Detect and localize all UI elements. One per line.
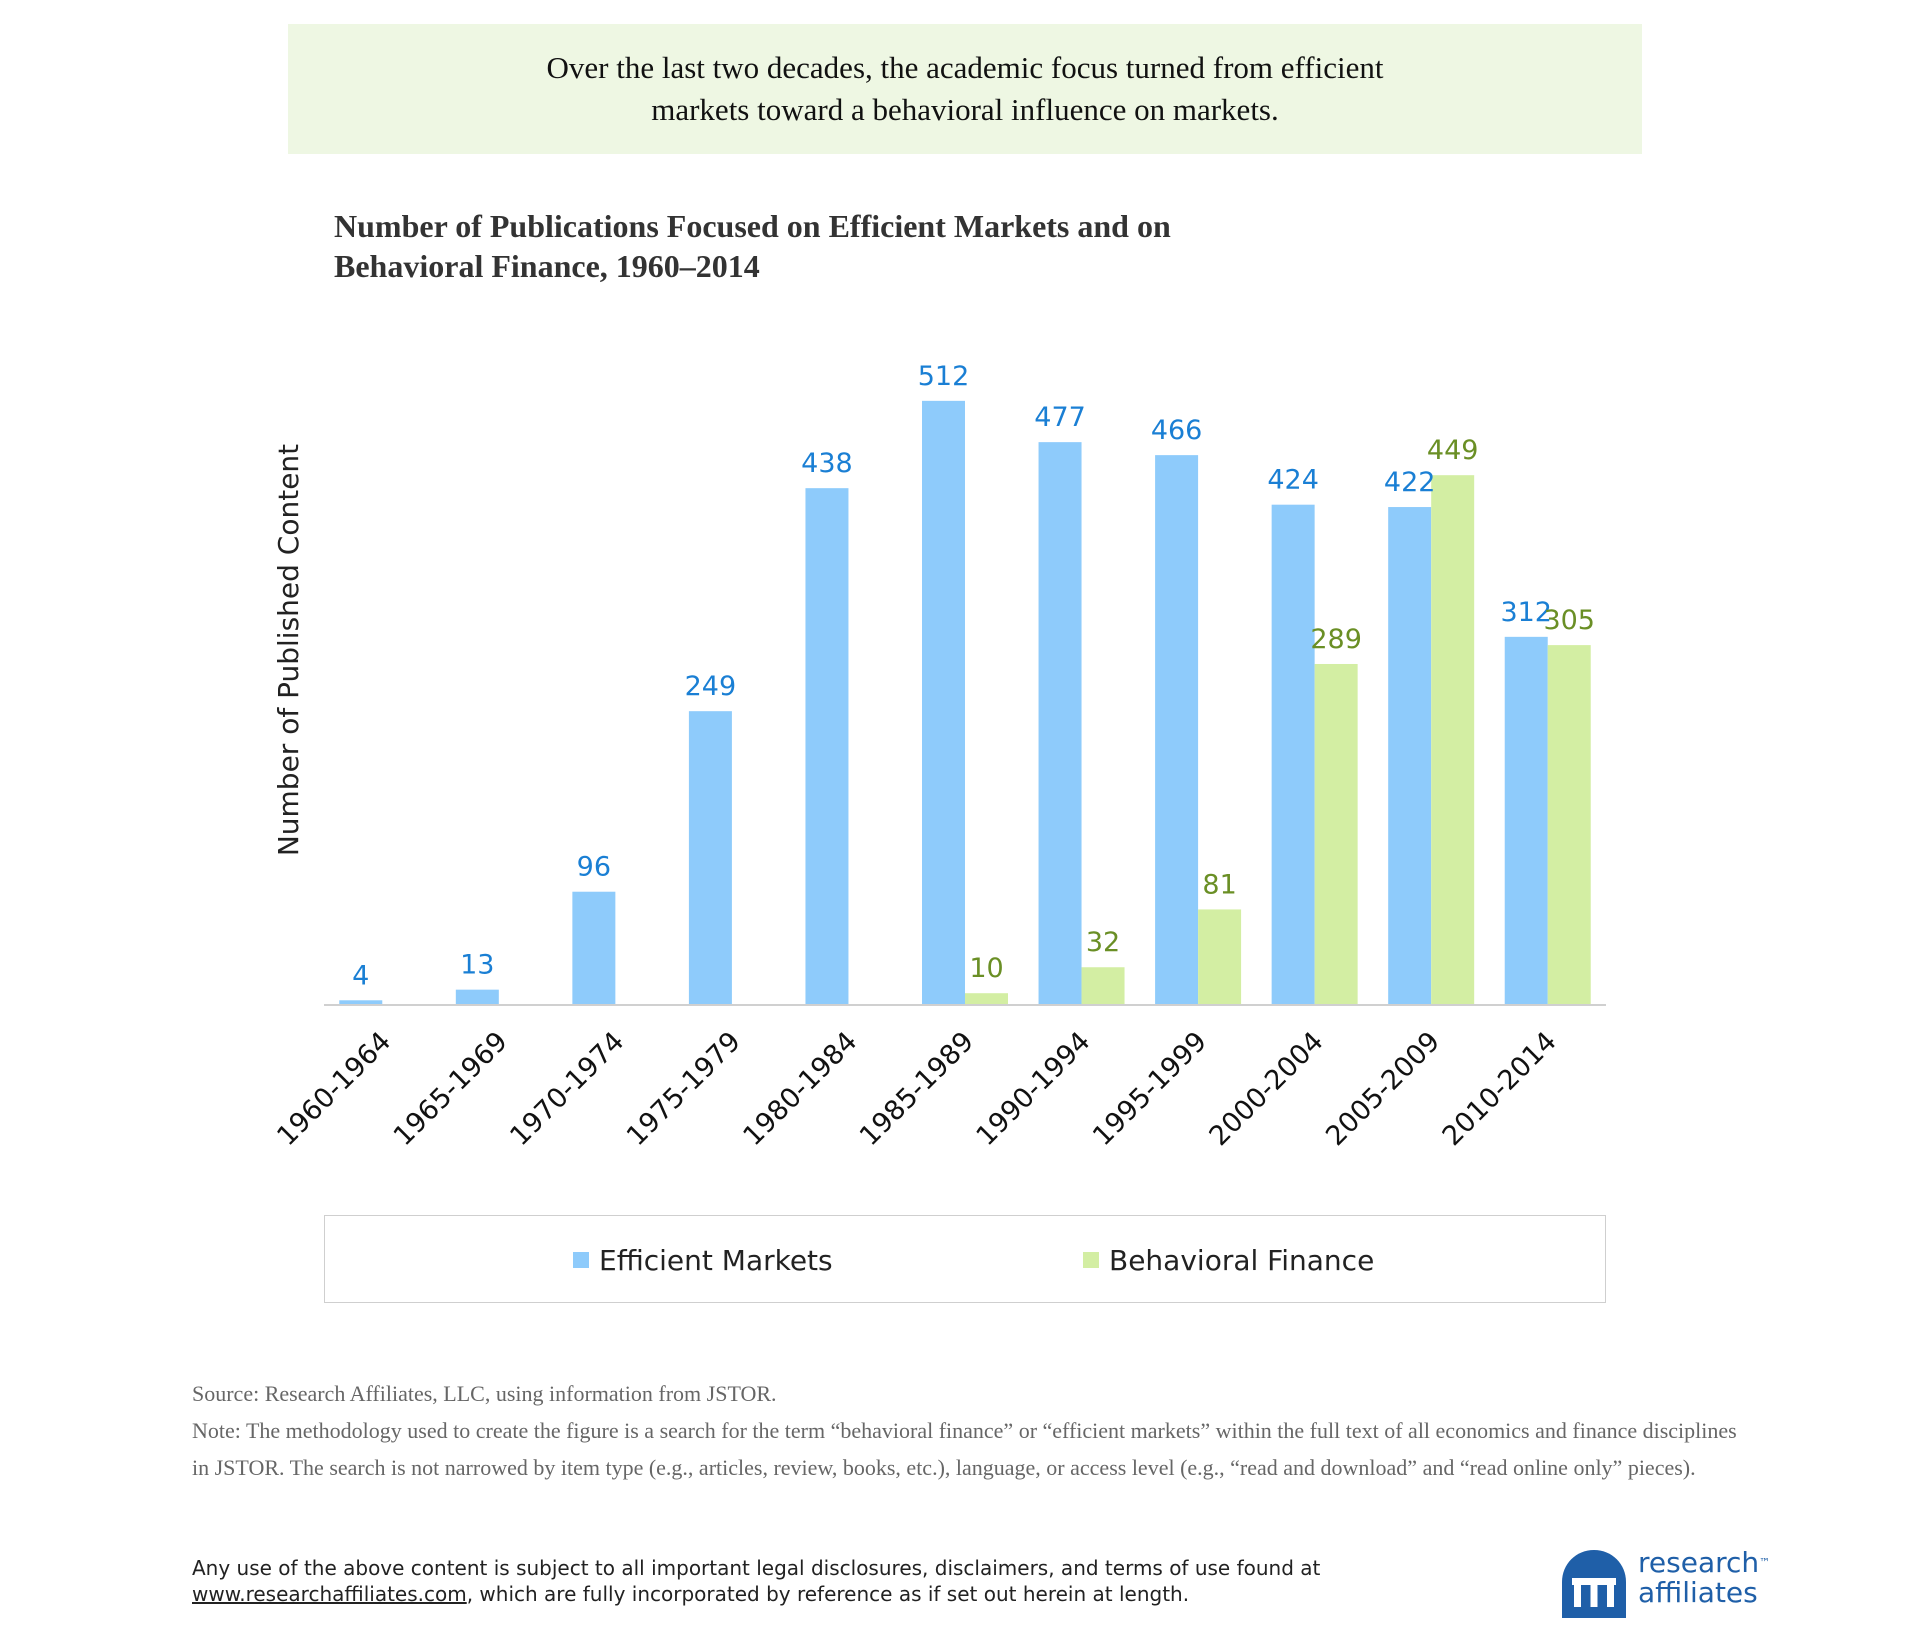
bar-efficient-markets-2010-2014	[1504, 636, 1548, 1005]
bar-efficient-markets-1990-1994	[1038, 442, 1082, 1006]
bar-efficient-markets-1970-1974	[572, 891, 616, 1005]
chart-title-line-2: Behavioral Finance, 1960–2014	[334, 248, 760, 284]
data-label-efficient-markets-1970-1974: 96	[577, 852, 611, 883]
bar-behavioral-finance-2000-2004	[1314, 663, 1358, 1005]
x-tick-label-1985-1989: 1985-1989	[854, 1026, 980, 1152]
bar-efficient-markets-1995-1999	[1155, 455, 1199, 1006]
x-tick-label-2000-2004: 2000-2004	[1204, 1026, 1330, 1152]
bar-efficient-markets-1980-1984	[805, 488, 849, 1005]
headline-line-2: markets toward a behavioral influence on…	[651, 92, 1279, 127]
data-label-efficient-markets-2010-2014: 312	[1500, 597, 1552, 628]
legend-label-behavioral-finance: Behavioral Finance	[1109, 1243, 1375, 1277]
bar-efficient-markets-2005-2009	[1388, 507, 1432, 1005]
bar-behavioral-finance-1995-1999	[1198, 909, 1242, 1005]
legend-item-efficient-markets: Efficient Markets	[573, 1216, 833, 1304]
data-label-efficient-markets-1960-1964: 4	[352, 960, 369, 991]
legend-label-efficient-markets: Efficient Markets	[599, 1243, 833, 1277]
legend-swatch-efficient-markets	[573, 1252, 589, 1268]
bar-efficient-markets-2000-2004	[1271, 504, 1315, 1005]
bar-chart: Number of Published Content 4 13 96 249 438 5…	[271, 361, 1606, 1152]
x-tick-label-1975-1979: 1975-1979	[621, 1026, 747, 1152]
data-label-behavioral-finance-1985-1989: 10	[969, 953, 1003, 984]
data-label-efficient-markets-2000-2004: 424	[1267, 465, 1319, 496]
disclaimer-line-2: www.researchaffiliates.com, which are fu…	[192, 1581, 1392, 1607]
bar-efficient-markets-1960-1964	[339, 1000, 383, 1005]
data-label-behavioral-finance-2005-2009: 449	[1427, 435, 1479, 466]
bar-efficient-markets-1975-1979	[688, 711, 732, 1005]
y-axis-title: Number of Published Content	[272, 444, 305, 856]
data-label-behavioral-finance-2010-2014: 305	[1543, 605, 1595, 636]
x-tick-label-1970-1974: 1970-1974	[504, 1026, 630, 1152]
website-link[interactable]: www.researchaffiliates.com	[192, 1582, 467, 1606]
legend-item-behavioral-finance: Behavioral Finance	[1083, 1216, 1374, 1304]
legal-disclaimer: Any use of the above content is subject …	[192, 1555, 1392, 1607]
data-label-efficient-markets-1980-1984: 438	[801, 448, 853, 479]
disclaimer-line-2-text: , which are fully incorporated by refere…	[466, 1582, 1190, 1606]
disclaimer-line-1: Any use of the above content is subject …	[192, 1556, 1321, 1580]
data-label-efficient-markets-1975-1979: 249	[685, 671, 737, 702]
data-label-efficient-markets-1990-1994: 477	[1034, 402, 1086, 433]
logo-word-research: research	[1638, 1546, 1760, 1579]
chart-title-line-1: Number of Publications Focused on Effici…	[334, 208, 1171, 244]
data-label-behavioral-finance-1990-1994: 32	[1086, 927, 1120, 958]
data-label-efficient-markets-1995-1999: 466	[1151, 415, 1203, 446]
data-label-behavioral-finance-1995-1999: 81	[1202, 869, 1236, 900]
x-tick-label-1990-1994: 1990-1994	[971, 1026, 1097, 1152]
x-tick-label-1965-1969: 1965-1969	[388, 1026, 514, 1152]
bar-efficient-markets-1985-1989	[922, 400, 965, 1005]
chart-title: Number of Publications Focused on Effici…	[334, 206, 1171, 286]
logo-wordmark: research™ affiliates	[1638, 1548, 1770, 1608]
bar-behavioral-finance-1985-1989	[965, 993, 1008, 1005]
bar-behavioral-finance-1990-1994	[1081, 967, 1125, 1005]
source-note: Source: Research Affiliates, LLC, using …	[192, 1381, 777, 1406]
bar-behavioral-finance-2005-2009	[1431, 475, 1475, 1005]
research-affiliates-logo-icon	[1562, 1550, 1626, 1618]
data-label-behavioral-finance-2000-2004: 289	[1310, 624, 1362, 655]
logo-word-affiliates: affiliates	[1638, 1576, 1758, 1609]
research-affiliates-logo: research™ affiliates	[1558, 1544, 1778, 1618]
data-label-efficient-markets-1985-1989: 512	[918, 361, 970, 392]
x-tick-label-1995-1999: 1995-1999	[1087, 1026, 1213, 1152]
x-tick-label-1980-1984: 1980-1984	[737, 1026, 863, 1152]
x-tick-label-1960-1964: 1960-1964	[271, 1026, 397, 1152]
methodology-note: Note: The methodology used to create the…	[192, 1418, 1737, 1480]
headline-line-1: Over the last two decades, the academic …	[546, 50, 1384, 85]
chart-notes: Source: Research Affiliates, LLC, using …	[192, 1375, 1752, 1486]
bar-efficient-markets-1965-1969	[455, 989, 499, 1005]
logo-trademark: ™	[1759, 1556, 1771, 1569]
x-tick-label-2010-2014: 2010-2014	[1437, 1026, 1563, 1152]
headline-banner: Over the last two decades, the academic …	[288, 24, 1642, 154]
x-tick-label-2005-2009: 2005-2009	[1320, 1026, 1446, 1152]
data-label-efficient-markets-2005-2009: 422	[1384, 467, 1436, 498]
legend-swatch-behavioral-finance	[1083, 1252, 1099, 1268]
bar-behavioral-finance-2010-2014	[1547, 645, 1591, 1005]
data-label-efficient-markets-1965-1969: 13	[460, 950, 494, 981]
legend: Efficient Markets Behavioral Finance	[324, 1215, 1606, 1303]
